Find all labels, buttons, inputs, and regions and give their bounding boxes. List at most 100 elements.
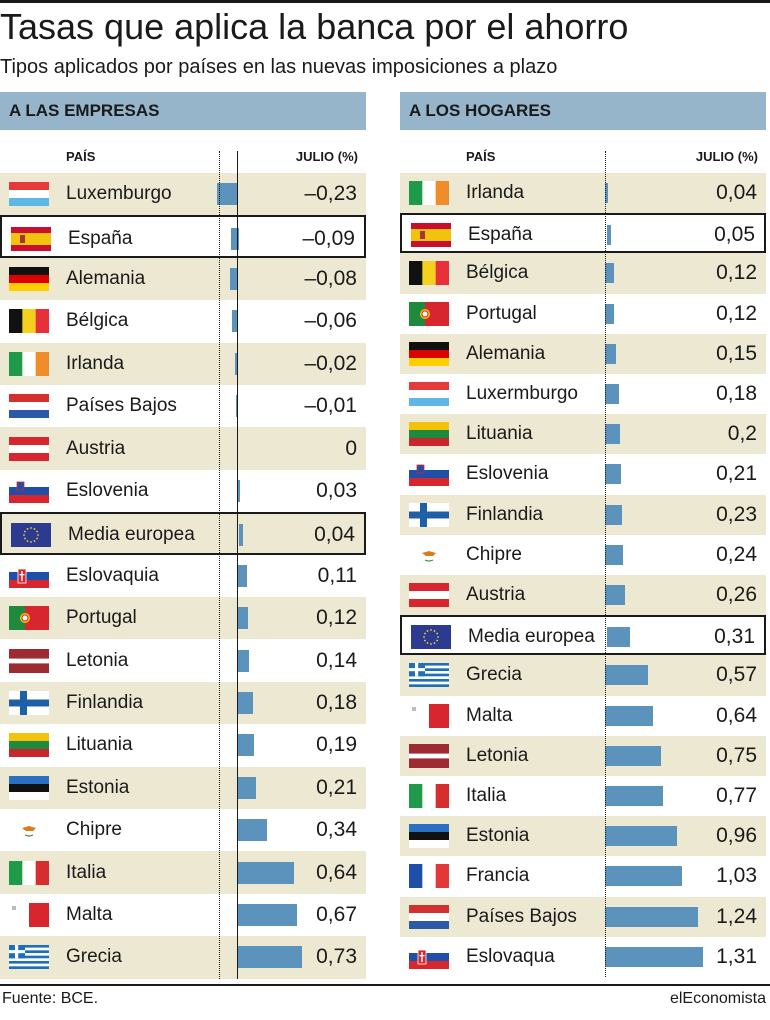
country-label: Chipre — [66, 819, 122, 841]
country-label: Italia — [66, 861, 107, 883]
country-label: Austria — [466, 584, 526, 606]
estonia-flag — [9, 775, 49, 800]
table-row: Letonia 0,14 — [0, 639, 366, 681]
luxembourg-flag — [409, 382, 449, 407]
country-label: Bélgica — [66, 310, 129, 332]
bar — [239, 524, 243, 547]
bar — [605, 263, 614, 284]
ireland-flag — [409, 181, 449, 206]
table-row: Luxemburgo –0,23 — [0, 173, 366, 216]
value-label: 0,34 — [316, 818, 357, 842]
belgium-flag — [9, 309, 49, 334]
spain-flag — [11, 226, 51, 251]
table-row: Lituania 0,19 — [0, 724, 366, 766]
country-label: Media europea — [68, 524, 195, 546]
zero-axis-line — [237, 151, 238, 979]
table-row: Bélgica 0,12 — [400, 253, 766, 294]
source-note: Fuente: BCE. — [2, 990, 99, 1007]
table-row: Italia 0,64 — [0, 851, 366, 894]
value-label: 1,24 — [716, 904, 757, 928]
bar — [605, 665, 648, 686]
bar — [605, 384, 619, 405]
ireland-flag — [9, 351, 49, 376]
table-row: Lituania 0,2 — [400, 414, 766, 455]
table-row: Media europea 0,31 — [400, 615, 766, 656]
value-label: 0,21 — [316, 775, 357, 799]
slovakia-flag — [9, 563, 49, 588]
value-label: 0,67 — [316, 902, 357, 926]
column-header-country: PAÍS — [66, 149, 96, 164]
austria-flag — [9, 436, 49, 461]
netherlands-flag — [9, 394, 49, 419]
value-label: –0,06 — [304, 309, 357, 333]
table-row: España –0,09 — [0, 215, 366, 258]
page-title: Tasas que aplica la banca por el ahorro — [0, 6, 629, 47]
bar — [605, 826, 677, 847]
column-header-value: JULIO (%) — [695, 149, 758, 164]
bar — [237, 564, 247, 587]
country-label: Países Bajos — [466, 905, 577, 927]
table-row: Eslovenia 0,21 — [400, 454, 766, 494]
bar — [607, 225, 611, 246]
value-label: 0 — [345, 436, 357, 460]
bar — [605, 585, 625, 606]
table-row: Alemania 0,15 — [400, 333, 766, 374]
table-row: Bélgica –0,06 — [0, 300, 366, 342]
value-label: 0,15 — [716, 341, 757, 365]
table-row: Austria 0 — [0, 427, 366, 470]
value-label: –0,01 — [304, 394, 357, 418]
value-label: 1,31 — [716, 944, 757, 968]
bar — [605, 786, 663, 807]
bar — [237, 861, 294, 884]
country-label: Italia — [466, 785, 507, 807]
value-label: 0,05 — [714, 223, 755, 247]
portugal-flag — [409, 301, 449, 326]
panel-title: A LOS HOGARES — [400, 92, 766, 130]
bar — [237, 903, 297, 926]
slovakia-flag — [409, 944, 449, 969]
top-rule — [0, 0, 770, 3]
bar — [235, 352, 237, 375]
country-label: Malta — [66, 903, 113, 925]
value-label: 0,75 — [716, 743, 757, 767]
bar — [605, 544, 623, 565]
country-label: España — [68, 227, 133, 249]
value-label: 0,23 — [716, 502, 757, 526]
bar — [605, 946, 704, 967]
value-label: 0,73 — [316, 945, 357, 969]
country-label: Finlandia — [466, 503, 544, 525]
country-label: Irlanda — [466, 182, 525, 204]
value-label: 0,2 — [727, 422, 757, 446]
bar — [237, 734, 254, 757]
bar — [605, 504, 623, 525]
bar — [230, 227, 239, 250]
table-row: Francia 1,03 — [400, 856, 766, 896]
netherlands-flag — [409, 904, 449, 929]
country-label: Media europea — [468, 626, 595, 648]
table-row: Chipre 0,34 — [0, 809, 366, 851]
lithuania-flag — [9, 733, 49, 758]
country-label: Eslovenia — [466, 463, 549, 485]
country-label: Alemania — [466, 342, 546, 364]
table-row: Portugal 0,12 — [0, 597, 366, 640]
value-label: 0,64 — [716, 703, 757, 727]
malta-flag — [409, 703, 449, 728]
value-label: 0,14 — [316, 648, 357, 672]
value-label: 0,31 — [714, 625, 755, 649]
italy-flag — [409, 784, 449, 809]
table-row: Finlandia 0,23 — [400, 494, 766, 535]
value-label: 0,11 — [317, 563, 357, 587]
country-label: Países Bajos — [66, 395, 177, 417]
country-label: Luxermburgo — [466, 383, 578, 405]
table-row: Grecia 0,57 — [400, 655, 766, 696]
estonia-flag — [409, 824, 449, 849]
value-label: 0,26 — [716, 583, 757, 607]
table-row: Estonia 0,96 — [400, 816, 766, 857]
panel-hogares: A LOS HOGARES PAÍS JULIO (%) Irlanda 0,04… — [400, 92, 766, 977]
table-row: Irlanda 0,04 — [400, 173, 766, 214]
country-label: Irlanda — [66, 352, 125, 374]
table-row: Austria 0,26 — [400, 575, 766, 616]
bottom-rule — [0, 984, 770, 986]
country-label: Portugal — [466, 302, 537, 324]
bar — [605, 906, 698, 927]
